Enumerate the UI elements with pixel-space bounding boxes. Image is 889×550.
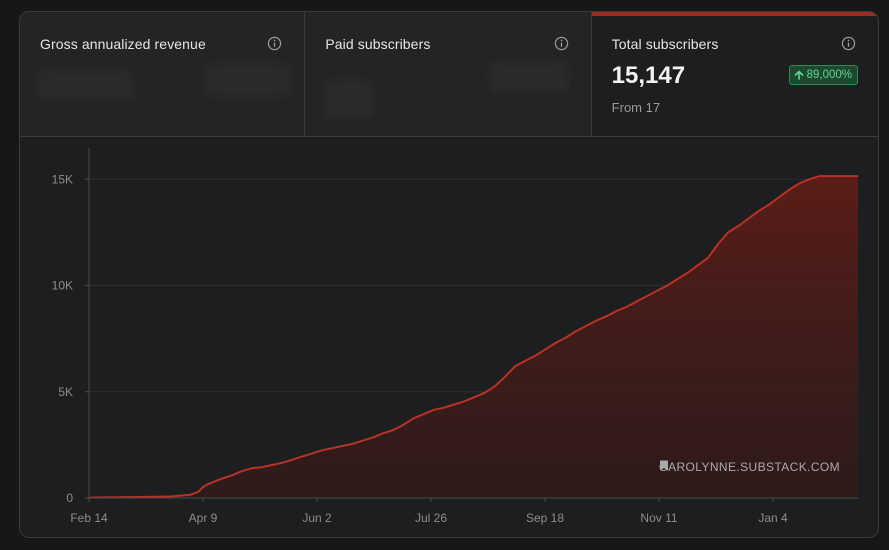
bookmark-icon	[660, 460, 668, 471]
series-area	[89, 176, 858, 498]
change-percent: 89,000%	[806, 69, 852, 81]
redacted-value	[205, 64, 290, 96]
redacted-value	[325, 80, 374, 118]
total-subscribers-value: 15,147	[611, 62, 686, 89]
x-tick-label: Apr 9	[189, 511, 218, 525]
watermark-text: CAROLYNNE.SUBSTACK.COM	[659, 460, 841, 474]
y-tick-label: 0	[66, 491, 73, 505]
stats-card: Gross annualized revenue Paid subscriber…	[19, 11, 879, 538]
x-tick-label: Jun 2	[302, 511, 332, 525]
x-tick-label: Nov 11	[640, 511, 677, 525]
tab-label: Total subscribers	[611, 36, 719, 52]
redacted-value	[490, 62, 569, 92]
y-tick-label: 5K	[58, 385, 73, 399]
info-icon[interactable]	[554, 36, 569, 51]
arrow-up-icon	[794, 70, 803, 80]
watermark: CAROLYNNE.SUBSTACK.COM	[659, 460, 840, 474]
x-tick-label: Jul 26	[415, 511, 447, 525]
info-icon[interactable]	[267, 36, 282, 51]
tab-paid-subscribers[interactable]: Paid subscribers	[305, 12, 592, 136]
metric-tabs: Gross annualized revenue Paid subscriber…	[20, 12, 878, 137]
subscribers-chart: 0 5K 10K 15K Feb 14 Apr 9 Jun 2 Jul 26 Sep 18 Nov…	[20, 138, 878, 537]
series-line	[88, 175, 858, 499]
x-tick-label: Feb 14	[70, 511, 108, 525]
y-tick-label: 15K	[52, 172, 73, 186]
tab-total-subscribers[interactable]: Total subscribers 15,147 From 17 89,000%	[591, 12, 878, 136]
from-value: From 17	[611, 100, 661, 115]
change-badge: 89,000%	[788, 65, 858, 85]
y-tick-label: 10K	[52, 279, 73, 293]
x-tick-label: Sep 18	[526, 511, 564, 525]
chart-svg: 0 5K 10K 15K Feb 14 Apr 9 Jun 2 Jul 26 Sep 18 Nov…	[52, 148, 858, 525]
tab-label: Gross annualized revenue	[40, 36, 206, 52]
tab-gross-annualized-revenue[interactable]: Gross annualized revenue	[20, 12, 306, 136]
x-tick-label: Jan 4	[758, 511, 788, 525]
info-icon[interactable]	[841, 36, 856, 51]
tab-label: Paid subscribers	[325, 36, 431, 52]
redacted-value	[38, 70, 133, 100]
